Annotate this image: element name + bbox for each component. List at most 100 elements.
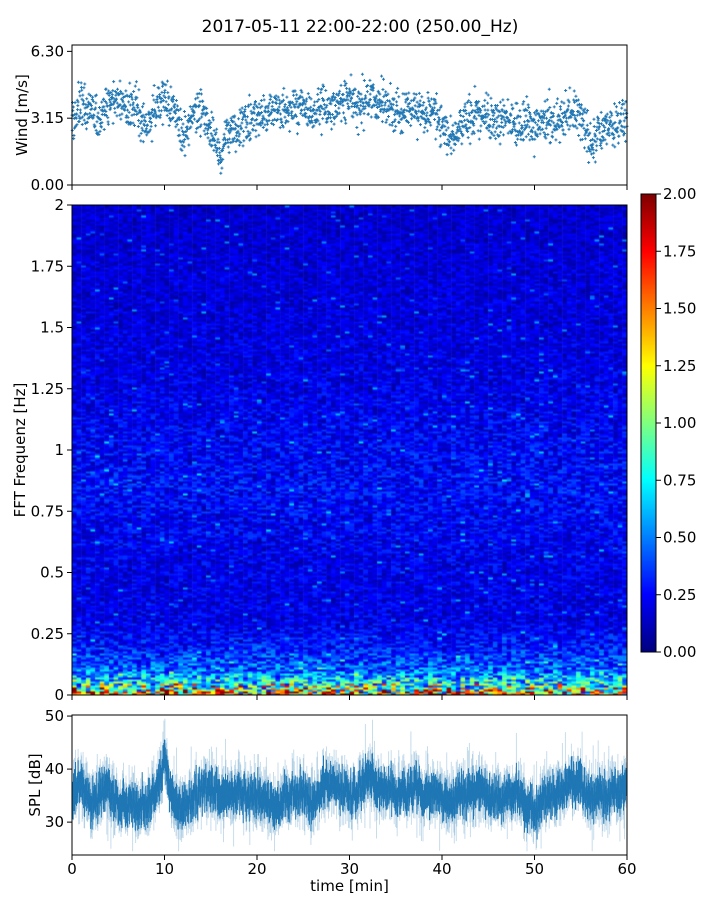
wind-point <box>196 126 200 130</box>
wind-point <box>324 88 328 92</box>
wind-point <box>243 108 247 112</box>
wind-point <box>318 122 322 126</box>
wind-point <box>595 137 599 141</box>
wind-point <box>576 98 580 102</box>
wind-point <box>115 101 119 105</box>
wind-point <box>466 126 470 130</box>
wind-point <box>202 122 206 126</box>
spectrogram-ytick-label: 1.5 <box>40 319 64 337</box>
wind-point <box>149 124 153 128</box>
wind-point <box>247 133 251 137</box>
wind-point <box>502 104 506 108</box>
wind-point <box>531 126 535 130</box>
wind-point <box>337 111 341 115</box>
wind-point <box>266 104 270 108</box>
wind-point <box>356 100 360 104</box>
wind-point <box>84 103 88 107</box>
wind-point <box>577 122 581 126</box>
wind-point <box>554 138 558 142</box>
wind-point <box>283 105 287 109</box>
wind-point <box>401 131 405 135</box>
wind-point <box>124 89 128 93</box>
wind-point <box>433 99 437 103</box>
wind-point <box>621 98 625 102</box>
wind-point <box>444 115 448 119</box>
wind-point <box>149 117 153 121</box>
wind-point <box>537 112 541 116</box>
wind-point <box>522 128 526 132</box>
wind-point <box>408 101 412 105</box>
wind-point <box>477 137 481 141</box>
wind-point <box>558 117 562 121</box>
wind-point <box>262 98 266 102</box>
spectrogram-ytick-label: 2 <box>54 196 64 214</box>
wind-point <box>295 100 299 104</box>
wind-point <box>623 131 627 135</box>
wind-point <box>286 108 290 112</box>
wind-point <box>599 141 603 145</box>
wind-point <box>249 121 253 125</box>
wind-point <box>578 112 582 116</box>
wind-point <box>347 106 351 110</box>
wind-point <box>436 108 440 112</box>
wind-point <box>511 106 515 110</box>
wind-point <box>384 120 388 124</box>
wind-point <box>222 132 226 136</box>
wind-point <box>446 138 450 142</box>
wind-point <box>346 98 350 102</box>
wind-point <box>499 125 503 129</box>
wind-point <box>493 130 497 134</box>
wind-point <box>448 140 452 144</box>
wind-point <box>473 84 477 88</box>
wind-point <box>209 126 213 130</box>
wind-point <box>406 120 410 124</box>
wind-point <box>547 122 551 126</box>
wind-point <box>247 103 251 107</box>
wind-point <box>502 115 506 119</box>
wind-point <box>114 93 118 97</box>
wind-point <box>99 118 103 122</box>
wind-point <box>474 104 478 108</box>
wind-point <box>137 88 141 92</box>
wind-point <box>155 97 159 101</box>
wind-point <box>203 105 207 109</box>
wind-point <box>445 153 449 157</box>
wind-point <box>511 119 515 123</box>
wind-point <box>247 93 251 97</box>
wind-point <box>285 95 289 99</box>
wind-point <box>356 94 360 98</box>
wind-point <box>535 108 539 112</box>
wind-point <box>502 118 506 122</box>
wind-point <box>604 115 608 119</box>
wind-point <box>393 113 397 117</box>
wind-point <box>616 130 620 134</box>
wind-point <box>468 113 472 117</box>
wind-point <box>108 100 112 104</box>
wind-point <box>509 113 513 117</box>
wind-point <box>93 108 97 112</box>
wind-point <box>598 125 602 129</box>
wind-point <box>283 115 287 119</box>
wind-point <box>426 96 430 100</box>
wind-point <box>358 108 362 112</box>
wind-point <box>123 95 127 99</box>
wind-point <box>330 112 334 116</box>
wind-point <box>571 110 575 114</box>
wind-point <box>99 125 103 129</box>
wind-point <box>118 113 122 117</box>
colorbar-tick-label: 0.00 <box>663 643 696 661</box>
wind-point <box>388 81 392 85</box>
wind-point <box>118 103 122 107</box>
wind-point <box>309 97 313 101</box>
wind-point <box>131 103 135 107</box>
wind-point <box>146 123 150 127</box>
wind-point <box>341 103 345 107</box>
wind-point <box>302 108 306 112</box>
wind-point <box>225 118 229 122</box>
wind-point <box>613 120 617 124</box>
wind-point <box>214 150 218 154</box>
wind-point <box>301 101 305 105</box>
wind-point <box>79 116 83 120</box>
wind-point <box>141 140 145 144</box>
wind-point <box>451 132 455 136</box>
